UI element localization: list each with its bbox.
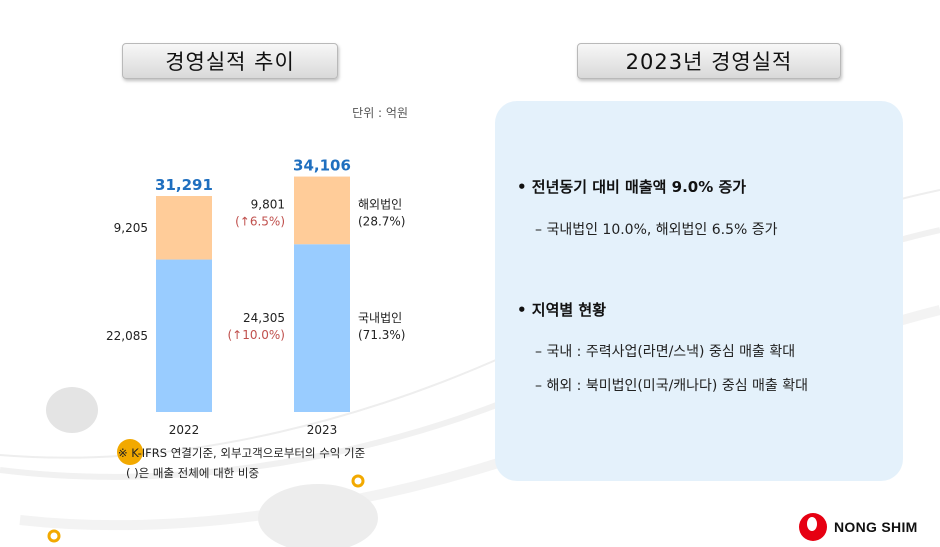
bullet-sales-growth-detail: – 국내법인 10.0%, 해외법인 6.5% 증가 [535, 222, 778, 238]
value-label-domestic-2022: 22,085 [106, 329, 148, 343]
legend-overseas-name: 해외법인 [358, 197, 402, 211]
legend-overseas-share: (28.7%) [358, 214, 405, 228]
legend-domestic-share: (71.3%) [358, 328, 405, 342]
nongshim-logo-text: NONG SHIM [834, 519, 918, 535]
x-tick-2022: 2022 [169, 423, 200, 437]
unit-label: 단위 : 억원 [352, 106, 408, 120]
growth-label-overseas: (↑6.5%) [235, 214, 285, 228]
summary-panel: • 전년동기 대비 매출액 9.0% 증가 – 국내법인 10.0%, 해외법인… [495, 101, 903, 481]
bullet-domestic-detail: – 국내 : 주력사업(라면/스낵) 중심 매출 확대 [535, 344, 796, 360]
growth-label-domestic: (↑10.0%) [227, 328, 285, 342]
value-label-domestic-2023: 24,305 [243, 311, 285, 325]
total-label-2022: 31,291 [155, 176, 213, 194]
nongshim-logo: NONG SHIM [798, 512, 918, 542]
bar-domestic-2022 [156, 259, 212, 412]
bar-overseas-2022 [156, 196, 212, 260]
bullet-regional-status: • 지역별 현황 [517, 301, 607, 319]
section-header-2023: 2023년 경영실적 [577, 43, 841, 79]
footnote-share: ( )은 매출 전체에 대한 비중 [126, 466, 260, 480]
value-label-overseas-2023: 9,801 [251, 197, 285, 211]
nongshim-logo-mark [799, 513, 827, 541]
footnote-basis: ※ K-IFRS 연결기준, 외부고객으로부터의 수익 기준 [118, 446, 366, 460]
footnotes: ※ K-IFRS 연결기준, 외부고객으로부터의 수익 기준 ( )은 매출 전… [118, 443, 365, 483]
bar-overseas-2023 [294, 176, 350, 245]
x-tick-2023: 2023 [307, 423, 338, 437]
legend-domestic-name: 국내법인 [358, 311, 402, 325]
bar-domestic-2023 [294, 244, 350, 412]
bullet-sales-growth: • 전년동기 대비 매출액 9.0% 증가 [517, 178, 747, 196]
bullet-overseas-detail: – 해외 : 북미법인(미국/캐나다) 중심 매출 확대 [535, 378, 809, 394]
value-label-overseas-2022: 9,205 [114, 221, 148, 235]
total-label-2023: 34,106 [293, 157, 351, 175]
section-header-trend: 경영실적 추이 [122, 43, 338, 79]
